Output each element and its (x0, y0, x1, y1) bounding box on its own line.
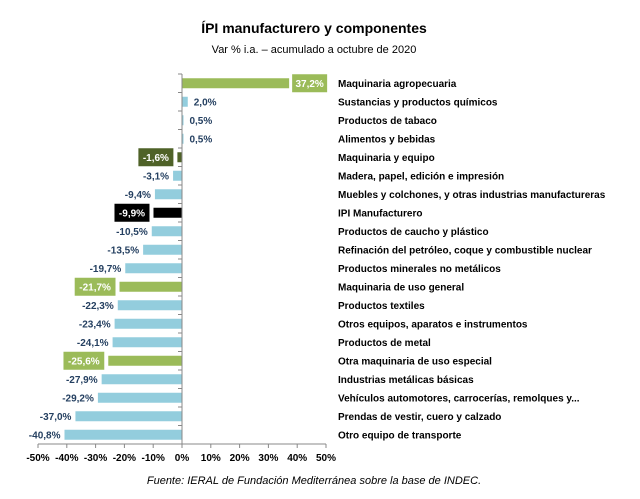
value-label: -1,6% (143, 153, 169, 164)
bar (143, 244, 182, 255)
bar (117, 300, 182, 311)
category-label: IPI Manufacturero (338, 208, 422, 219)
value-label: 37,2% (295, 79, 323, 90)
bar (177, 152, 182, 163)
bar (97, 392, 182, 403)
bar (182, 115, 184, 126)
value-label: -22,3% (82, 301, 114, 312)
value-label-box (292, 74, 328, 93)
category-label: Alimentos y bebidas (338, 134, 436, 145)
bar (154, 189, 182, 200)
value-label: -3,1% (143, 171, 169, 182)
x-tick-label: 0% (175, 453, 190, 464)
value-label-box (63, 351, 105, 370)
category-label: Productos de tabaco (338, 116, 437, 127)
value-label: -23,4% (79, 319, 111, 330)
value-label: -37,0% (40, 412, 72, 423)
category-label: Maquinaria de uso general (338, 282, 464, 293)
category-label: Productos de metal (338, 338, 431, 349)
category-label: Productos textiles (338, 301, 425, 312)
x-tick-label: 20% (230, 453, 250, 464)
value-label-box (138, 148, 174, 167)
bar (125, 263, 182, 274)
value-label: -24,1% (77, 338, 109, 349)
bar (182, 96, 188, 107)
bar (173, 170, 182, 181)
bar (182, 78, 290, 89)
category-label: Otro equipo de transporte (338, 430, 462, 441)
value-label: -29,2% (62, 393, 94, 404)
x-tick-label: 30% (258, 453, 278, 464)
chart-subtitle: Var % i.a. – acumulado a octubre de 2020 (212, 44, 417, 56)
category-label: Sustancias y productos químicos (338, 97, 498, 108)
bar (114, 318, 182, 329)
value-label: 0,5% (189, 134, 212, 145)
x-tick-label: 10% (201, 453, 221, 464)
category-label: Otros equipos, aparatos e instrumentos (338, 319, 528, 330)
category-label: Madera, papel, edición e impresión (338, 171, 504, 182)
value-label: -10,5% (116, 227, 148, 238)
value-label: -21,7% (79, 282, 111, 293)
x-tick-label: -30% (84, 453, 107, 464)
bar (64, 429, 182, 440)
value-label-box (74, 277, 116, 296)
category-label: Maquinaria agropecuaria (338, 79, 457, 90)
bar (153, 207, 182, 218)
bar (151, 226, 182, 237)
value-label: 2,0% (194, 97, 217, 108)
bar (75, 411, 182, 422)
value-label: -9,4% (125, 190, 151, 201)
value-label: -27,9% (66, 375, 98, 386)
category-label: Prendas de vestir, cuero y calzado (338, 412, 501, 423)
x-tick-label: -10% (142, 453, 165, 464)
bar (112, 337, 182, 348)
category-label: Refinación del petróleo, coque y combust… (338, 245, 592, 256)
bar (119, 281, 182, 292)
value-label: -19,7% (90, 264, 122, 275)
category-label: Vehículos automotores, carrocerías, remo… (338, 393, 580, 404)
category-label: Maquinaria y equipo (338, 153, 435, 164)
category-label: Muebles y colchones, y otras industrias … (338, 190, 606, 201)
x-tick-label: -20% (113, 453, 136, 464)
x-tick-label: -40% (55, 453, 78, 464)
category-label: Industrias metálicas básicas (338, 375, 474, 386)
bar (101, 374, 182, 385)
bar (108, 355, 182, 366)
category-label: Productos de caucho y plástico (338, 227, 489, 238)
value-label: -9,9% (119, 208, 145, 219)
value-label: -25,6% (68, 356, 100, 367)
bar (182, 133, 184, 144)
value-label-box (114, 203, 150, 222)
chart-source: Fuente: IERAL de Fundación Mediterránea … (147, 475, 481, 487)
x-tick-label: -50% (26, 453, 49, 464)
chart-title: ÍPI manufacturero y componentes (201, 20, 427, 36)
x-tick-label: 50% (316, 453, 336, 464)
value-label: -40,8% (29, 430, 61, 441)
value-label: -13,5% (107, 245, 139, 256)
x-tick-label: 40% (287, 453, 307, 464)
category-label: Productos minerales no metálicos (338, 264, 501, 275)
value-label: 0,5% (189, 116, 212, 127)
category-label: Otra maquinaria de uso especial (338, 356, 492, 367)
